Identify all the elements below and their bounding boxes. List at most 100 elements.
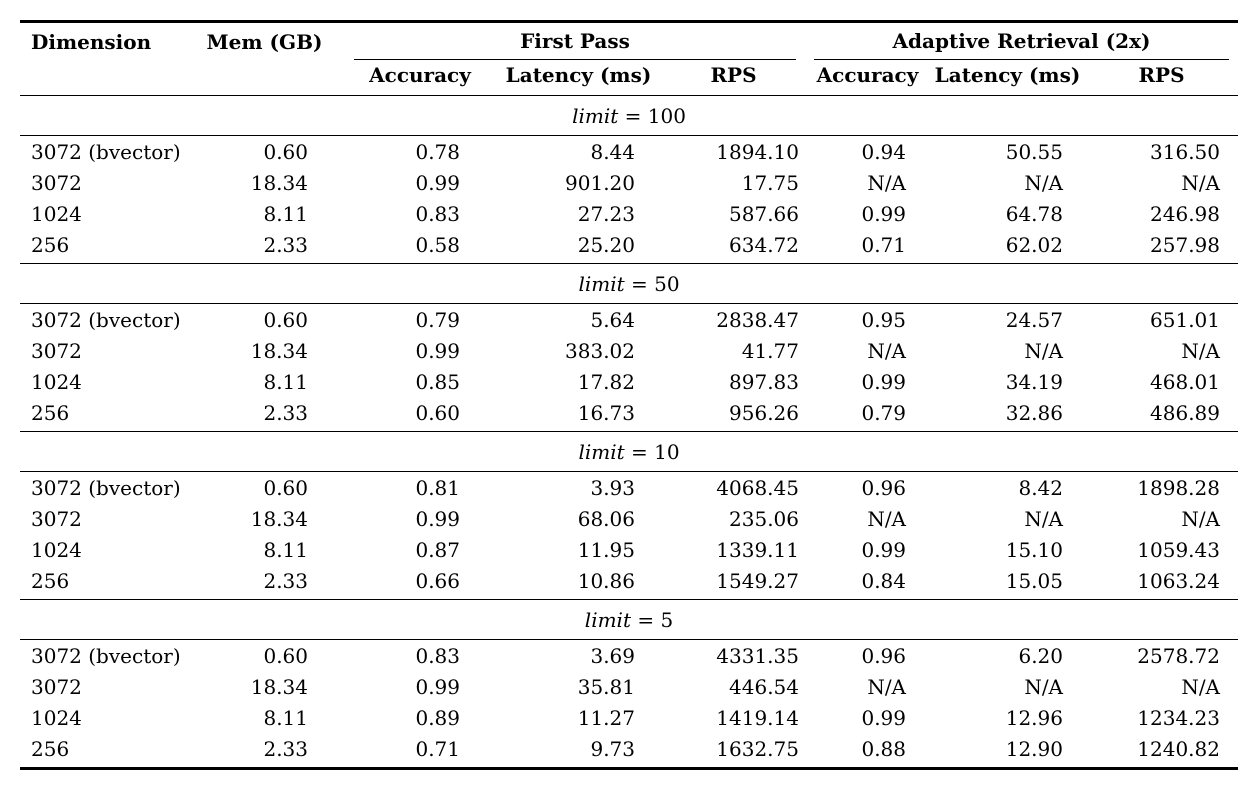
cell-fp-latency: 5.64 (590, 307, 635, 332)
cell-fp-rps: 41.77 (741, 338, 799, 363)
cell-ar-latency: 62.02 (1005, 232, 1063, 257)
cell-ar-rps: N/A (1181, 674, 1220, 699)
group-header-first-pass-label: First Pass (354, 23, 796, 60)
cell-dimension: 3072 (31, 170, 82, 195)
cell-fp-rps: 1894.10 (716, 139, 799, 164)
table-row: 3072 18.34 0.99 901.20 17.75 N/A N/A N/A (20, 167, 1238, 198)
cell-mem: 18.34 (250, 674, 308, 699)
limit-variable: limit (578, 439, 625, 464)
cell-mem: 18.34 (250, 170, 308, 195)
table-row: 1024 8.11 0.89 11.27 1419.14 0.99 12.96 1234.23 (20, 702, 1238, 733)
col-header-dimension: Dimension (31, 30, 152, 54)
cell-fp-latency: 11.27 (577, 705, 635, 730)
cell-dimension: 3072 (31, 338, 82, 363)
cell-dimension: 256 (31, 400, 70, 425)
cell-fp-rps: 634.72 (729, 232, 799, 257)
cell-ar-accuracy: N/A (867, 506, 906, 531)
cell-fp-latency: 11.95 (577, 537, 635, 562)
cell-ar-latency: 12.90 (1005, 736, 1063, 761)
cell-mem: 2.33 (263, 232, 308, 257)
cell-ar-accuracy: 0.99 (861, 537, 906, 562)
cell-fp-accuracy: 0.71 (415, 736, 460, 761)
cell-mem: 2.33 (263, 736, 308, 761)
cell-fp-accuracy: 0.60 (415, 400, 460, 425)
cell-fp-accuracy: 0.99 (415, 674, 460, 699)
table-section-limit-5: limit = 5 3072 (bvector) 0.60 0.83 3.69 4331.… (20, 599, 1238, 769)
cell-ar-latency: N/A (1024, 674, 1063, 699)
cell-fp-rps: 4068.45 (716, 475, 799, 500)
cell-ar-rps: 468.01 (1150, 369, 1220, 394)
cell-fp-accuracy: 0.66 (415, 568, 460, 593)
cell-fp-accuracy: 0.99 (415, 338, 460, 363)
cell-mem: 0.60 (263, 475, 308, 500)
cell-ar-rps: 257.98 (1150, 232, 1220, 257)
cell-dimension: 1024 (31, 369, 82, 394)
col-header-mem: Mem (GB) (206, 30, 323, 54)
cell-fp-accuracy: 0.58 (415, 232, 460, 257)
cell-fp-latency: 3.69 (590, 643, 635, 668)
benchmark-table: Dimension Mem (GB) First Pass Adaptive R… (20, 20, 1238, 770)
table-row: 3072 (bvector) 0.60 0.83 3.69 4331.35 0.96 6.2… (20, 640, 1238, 672)
col-header-ar-latency: Latency (ms) (934, 63, 1081, 87)
col-header-ar-rps: RPS (1138, 63, 1185, 87)
cell-ar-rps: 316.50 (1150, 139, 1220, 164)
cell-fp-accuracy: 0.78 (415, 139, 460, 164)
cell-fp-latency: 901.20 (565, 170, 635, 195)
table-row: 3072 18.34 0.99 35.81 446.54 N/A N/A N/A (20, 671, 1238, 702)
col-header-ar-accuracy: Accuracy (816, 63, 919, 87)
cell-fp-rps: 17.75 (741, 170, 799, 195)
cell-ar-latency: N/A (1024, 170, 1063, 195)
cell-ar-latency: 64.78 (1005, 201, 1063, 226)
cell-ar-accuracy: N/A (867, 338, 906, 363)
header-row-groups: Dimension Mem (GB) First Pass Adaptive R… (20, 22, 1238, 60)
cell-ar-latency: 15.05 (1005, 568, 1063, 593)
cell-mem: 8.11 (263, 369, 308, 394)
table-row: 3072 (bvector) 0.60 0.78 8.44 1894.10 0.94 50.… (20, 136, 1238, 168)
cell-mem: 8.11 (263, 537, 308, 562)
section-label-row: limit = 10 (20, 431, 1238, 472)
cell-dimension: 3072 (bvector) (31, 475, 181, 500)
cell-mem: 8.11 (263, 201, 308, 226)
table-section-limit-50: limit = 50 3072 (bvector) 0.60 0.79 5.64 2838… (20, 263, 1238, 432)
cell-mem: 0.60 (263, 307, 308, 332)
cell-ar-latency: 15.10 (1005, 537, 1063, 562)
cell-fp-accuracy: 0.83 (415, 643, 460, 668)
cell-ar-accuracy: N/A (867, 674, 906, 699)
cell-dimension: 1024 (31, 201, 82, 226)
group-header-adaptive-retrieval-label: Adaptive Retrieval (2x) (814, 23, 1229, 60)
cell-ar-accuracy: 0.99 (861, 201, 906, 226)
group-header-adaptive-retrieval: Adaptive Retrieval (2x) (805, 22, 1238, 60)
cell-dimension: 3072 (bvector) (31, 307, 181, 332)
cell-fp-rps: 235.06 (729, 506, 799, 531)
cell-dimension: 256 (31, 568, 70, 593)
cell-fp-latency: 68.06 (577, 506, 635, 531)
cell-fp-accuracy: 0.99 (415, 506, 460, 531)
cell-ar-rps: 486.89 (1150, 400, 1220, 425)
cell-mem: 18.34 (250, 506, 308, 531)
cell-fp-latency: 10.86 (577, 568, 635, 593)
cell-ar-latency: 32.86 (1005, 400, 1063, 425)
table-row: 3072 18.34 0.99 68.06 235.06 N/A N/A N/A (20, 503, 1238, 534)
cell-dimension: 3072 (bvector) (31, 139, 181, 164)
cell-fp-rps: 1419.14 (716, 705, 799, 730)
cell-ar-latency: 6.20 (1018, 643, 1063, 668)
cell-fp-rps: 587.66 (729, 201, 799, 226)
limit-value: = 100 (618, 103, 686, 128)
cell-ar-accuracy: 0.84 (861, 568, 906, 593)
table-row: 1024 8.11 0.83 27.23 587.66 0.99 64.78 246.98 (20, 198, 1238, 229)
cell-ar-accuracy: 0.99 (861, 705, 906, 730)
cell-mem: 2.33 (263, 568, 308, 593)
cell-ar-latency: N/A (1024, 506, 1063, 531)
table-section-limit-100: limit = 100 3072 (bvector) 0.60 0.78 8.44 189… (20, 95, 1238, 264)
limit-variable: limit (584, 607, 631, 632)
header-row-metrics: Accuracy Latency (ms) RPS Accuracy Laten… (20, 60, 1238, 96)
cell-fp-rps: 1549.27 (716, 568, 799, 593)
cell-fp-latency: 383.02 (565, 338, 635, 363)
section-label: limit = 5 (20, 599, 1238, 640)
cell-fp-accuracy: 0.83 (415, 201, 460, 226)
table-row: 256 2.33 0.71 9.73 1632.75 0.88 12.90 1240.82 (20, 733, 1238, 769)
cell-ar-latency: 8.42 (1018, 475, 1063, 500)
cell-dimension: 3072 (31, 506, 82, 531)
cell-ar-accuracy: 0.96 (861, 475, 906, 500)
cell-ar-rps: N/A (1181, 506, 1220, 531)
